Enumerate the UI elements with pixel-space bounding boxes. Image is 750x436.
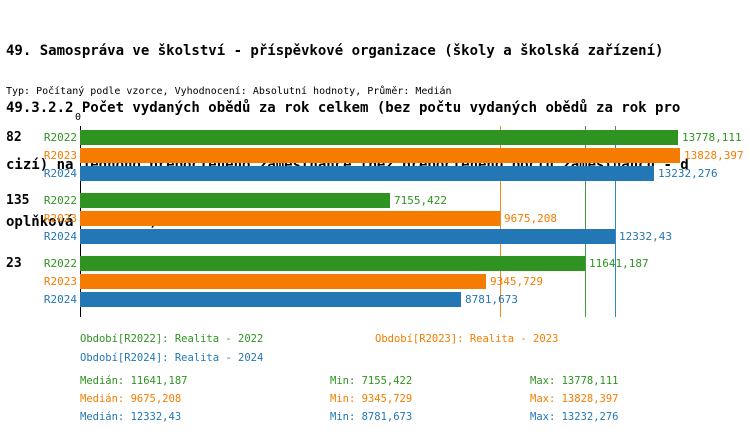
stat-max: Max: 13778,111 [530, 375, 619, 387]
bar-r2023 [80, 274, 486, 289]
bar-value-label: 9675,208 [504, 212, 557, 225]
median-line-r2023 [500, 126, 501, 317]
bar-r2024 [80, 166, 654, 181]
report-title-line: 49.3.2.2 Počet vydaných obědů za rok cel… [6, 100, 681, 116]
median-line-r2022 [585, 126, 586, 317]
bar-value-label: 12332,43 [619, 230, 672, 243]
bar-value-label: 13828,397 [684, 149, 744, 162]
group-label: 23 [6, 256, 22, 271]
stat-min: Min: 9345,729 [330, 393, 413, 405]
stat-min: Min: 7155,422 [330, 375, 413, 387]
bar-series-label: R2023 [43, 149, 77, 162]
stat-min: Min: 8781,673 [330, 411, 413, 423]
bar-r2023 [80, 211, 500, 226]
bar-r2022 [80, 130, 678, 145]
bar-series-label: R2023 [43, 275, 77, 288]
bar-value-label: 13232,276 [658, 167, 718, 180]
bar-value-label: 11641,187 [589, 257, 649, 270]
stat-max: Max: 13828,397 [530, 393, 619, 405]
bar-value-label: 8781,673 [465, 293, 518, 306]
report-meta-line: Typ: Počítaný podle vzorce, Vyhodnocení:… [6, 86, 452, 97]
bar-r2022 [80, 193, 390, 208]
stat-median: Medián: 11641,187 [80, 375, 188, 387]
stat-median: Medián: 9675,208 [80, 393, 182, 405]
group-label: 82 [6, 130, 22, 145]
bar-series-label: R2023 [43, 212, 77, 225]
report-title-line: 49. Samospráva ve školství - příspěvkové… [6, 43, 664, 59]
bar-r2024 [80, 292, 461, 307]
bar-value-label: 9345,729 [490, 275, 543, 288]
bar-series-label: R2024 [43, 230, 77, 243]
bar-series-label: R2022 [43, 194, 77, 207]
bar-r2022 [80, 256, 585, 271]
stat-median: Medián: 12332,43 [80, 411, 182, 423]
bar-series-label: R2022 [43, 257, 77, 270]
group-label: 135 [6, 193, 30, 208]
bar-value-label: 7155,422 [394, 194, 447, 207]
bar-series-label: R2024 [43, 293, 77, 306]
stat-max: Max: 13232,276 [530, 411, 619, 423]
legend-item-r2024: Období[R2024]: Realita - 2024 [80, 352, 264, 364]
median-line-r2024 [615, 126, 616, 317]
bar-r2024 [80, 229, 615, 244]
bar-r2023 [80, 148, 680, 163]
legend-item-r2023: Období[R2023]: Realita - 2023 [375, 333, 559, 345]
legend-item-r2022: Období[R2022]: Realita - 2022 [80, 333, 264, 345]
bar-series-label: R2022 [43, 131, 77, 144]
bar-value-label: 13778,111 [682, 131, 742, 144]
bar-series-label: R2024 [43, 167, 77, 180]
x-axis-zero-label: 0 [75, 112, 82, 123]
